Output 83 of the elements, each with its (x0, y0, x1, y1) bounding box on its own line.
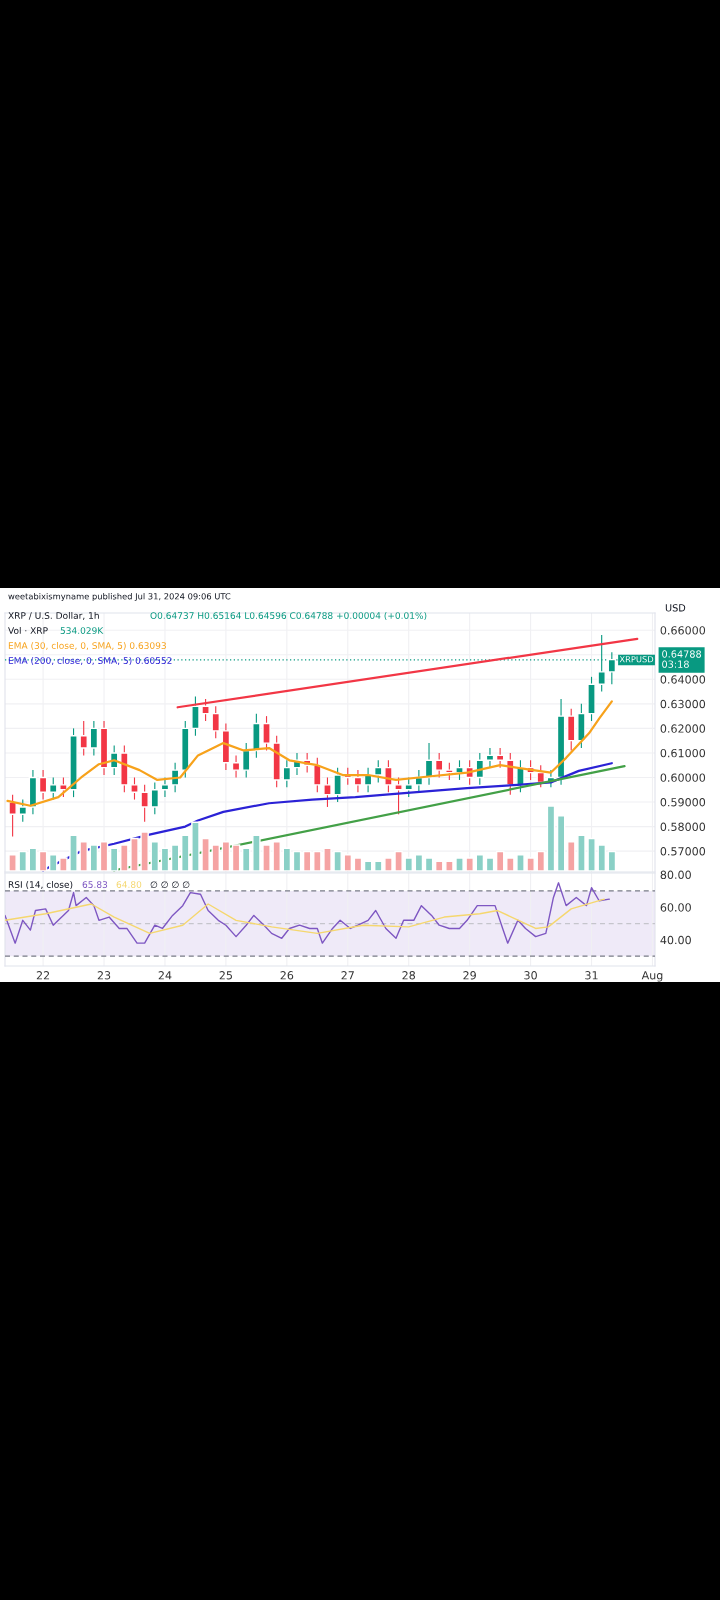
chart-subtitle: O0.64737 H0.65164 L0.64596 C0.64788 +0.00004 (+0.01%) (150, 612, 427, 621)
bar (292, 850, 302, 871)
y-tick-label: 0.58000 (660, 822, 706, 831)
candlestick (373, 759, 383, 783)
chart-title: Vol · XRP (8, 627, 48, 634)
candlestick (485, 747, 495, 769)
x-tick-label: 28 (402, 971, 416, 980)
y-tick-label: 0.59000 (660, 798, 706, 807)
bar (607, 850, 617, 871)
y-tick-label: 0.62000 (660, 724, 706, 733)
x-tick-label: Aug (641, 971, 663, 982)
text: EMA (30, close, 0, SMA, 5) 0.63093 (8, 642, 166, 651)
bar (38, 850, 48, 871)
x-tick-label: 30 (524, 971, 537, 980)
bar (597, 844, 607, 871)
annotation: 534.029K (60, 627, 104, 634)
ref-line-label: XRPUSD (619, 656, 654, 663)
bar (48, 854, 58, 871)
y-tick-label: 0.66000 (660, 626, 706, 635)
y-tick-label: 80.00 (660, 870, 691, 880)
y-tick-label: 60.00 (660, 903, 691, 912)
candlestick (282, 759, 292, 788)
candlestick (495, 747, 505, 769)
bar (363, 860, 373, 871)
x-tick-label: 31 (585, 971, 598, 980)
line-series (5, 898, 605, 935)
bar (99, 841, 109, 871)
candlestick (353, 769, 363, 793)
y-tick-label: 40.00 (660, 935, 691, 945)
bar (28, 847, 38, 871)
candlestick (89, 720, 99, 756)
text: 03:18 (662, 660, 689, 668)
bar (241, 847, 251, 871)
y-tick-label: 0.57000 (660, 847, 706, 856)
bar (495, 850, 505, 871)
annotation: ∅ ∅ ∅ ∅ (150, 881, 190, 888)
bar (353, 857, 363, 871)
line-series (5, 882, 610, 944)
candlestick (150, 781, 160, 815)
bar (404, 857, 414, 871)
bar (221, 841, 231, 871)
bar (231, 844, 241, 871)
bar (150, 841, 160, 871)
bar (109, 847, 119, 871)
candlestick (434, 752, 444, 779)
bar (170, 844, 180, 871)
bar (89, 844, 99, 871)
bar (160, 847, 170, 871)
y-tick-label: 0.61000 (660, 748, 706, 758)
y-tick-label: 0.60000 (660, 773, 706, 782)
candlestick (160, 776, 170, 798)
bar (485, 857, 495, 871)
bar (424, 857, 434, 871)
text: weetabixismyname published Jul 31, 2024 09:06 UTC (8, 593, 231, 602)
candlestick (38, 769, 48, 801)
x-tick-label: 29 (463, 971, 476, 980)
x-tick-label: 22 (36, 971, 50, 980)
chart-title: XRP / U.S. Dollar, 1h (8, 612, 99, 620)
bar (302, 850, 312, 871)
bar (414, 854, 424, 871)
bar (536, 850, 546, 871)
y-tick-label: 0.63000 (660, 699, 706, 709)
candlestick (8, 794, 17, 837)
bar (546, 806, 556, 871)
candlestick (231, 754, 241, 779)
candlestick (18, 799, 28, 823)
bar (343, 854, 353, 871)
bar (434, 860, 444, 871)
text: 0.64788 (662, 650, 702, 658)
text: 64.80 (116, 881, 142, 888)
x-tick-label: 24 (158, 971, 172, 980)
y-tick-label: 0.64000 (660, 675, 706, 684)
y-axis-title: USD (665, 604, 686, 612)
x-tick-label: 25 (219, 971, 232, 980)
text: RSI (14, close) (8, 881, 73, 890)
series-label: 65.83 (82, 881, 108, 888)
x-tick-label: 26 (280, 971, 294, 980)
x-tick-label: 23 (97, 971, 111, 980)
x-tick-label: 27 (341, 971, 354, 980)
bar (475, 854, 485, 871)
text: EMA (200, close, 0, SMA, 5) 0.60552 (8, 657, 172, 666)
bar (282, 847, 292, 871)
bar (556, 815, 566, 871)
